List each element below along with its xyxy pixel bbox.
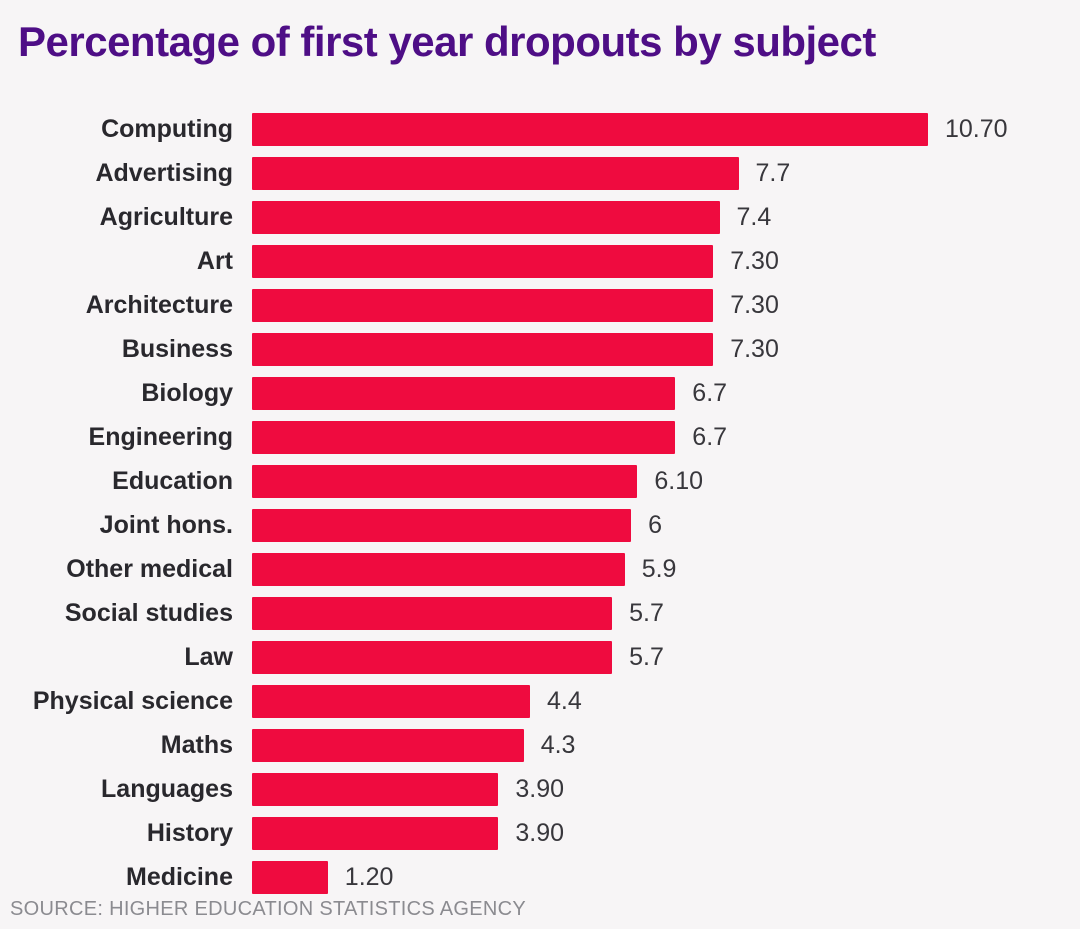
bar-row: History 3.90 — [0, 811, 1080, 855]
bar — [252, 244, 714, 278]
category-label: Business — [121, 334, 233, 363]
bar-row: Education 6.10 — [0, 459, 1080, 503]
bar-row: Law 5.7 — [0, 635, 1080, 679]
bar — [252, 112, 928, 146]
category-label: Languages — [101, 774, 233, 803]
category-label: Architecture — [85, 290, 233, 319]
bar — [252, 376, 676, 410]
category-label: Agriculture — [99, 202, 233, 231]
category-label: Advertising — [95, 158, 233, 187]
value-label: 3.90 — [515, 774, 565, 803]
category-label: Maths — [160, 730, 233, 759]
bar-row: Other medical 5.9 — [0, 547, 1080, 591]
category-label: Medicine — [126, 862, 233, 891]
value-label: 4.3 — [540, 730, 576, 759]
value-label: 6.7 — [692, 378, 728, 407]
bar — [252, 200, 720, 234]
bar-row: Maths 4.3 — [0, 723, 1080, 767]
bar — [252, 816, 499, 850]
value-label: 7.30 — [730, 334, 779, 363]
value-label: 7.30 — [730, 246, 779, 275]
bar — [252, 772, 499, 806]
bar — [252, 288, 714, 322]
category-label: Computing — [101, 114, 233, 143]
value-label: 6.7 — [692, 422, 728, 451]
value-label: 6 — [648, 510, 662, 539]
bar — [252, 508, 632, 542]
value-label: 1.20 — [344, 862, 394, 891]
value-label: 3.90 — [515, 818, 565, 847]
category-label: Biology — [141, 378, 233, 407]
bar — [252, 860, 328, 894]
bar-row: Architecture 7.30 — [0, 283, 1080, 327]
value-label: 5.9 — [641, 554, 677, 583]
category-label: Social studies — [64, 598, 233, 627]
category-label: Other medical — [66, 554, 233, 583]
value-label: 10.70 — [945, 114, 1008, 143]
value-label: 7.4 — [736, 202, 772, 231]
bar-row: Biology 6.7 — [0, 371, 1080, 415]
value-label: 5.7 — [629, 598, 664, 627]
bar — [252, 552, 625, 586]
category-label: History — [146, 818, 233, 847]
bar-row: Joint hons. 6 — [0, 503, 1080, 547]
source-note: SOURCE: HIGHER EDUCATION STATISTICS AGEN… — [10, 898, 526, 920]
category-label: Education — [112, 466, 233, 495]
bar-row: Medicine 1.20 — [0, 855, 1080, 899]
bar — [252, 684, 530, 718]
value-label: 5.7 — [629, 642, 664, 671]
bar-row: Business 7.30 — [0, 327, 1080, 371]
bar — [252, 728, 524, 762]
bar — [252, 420, 676, 454]
value-label: 7.30 — [730, 290, 779, 319]
category-label: Joint hons. — [99, 510, 233, 539]
bar-row: Art 7.30 — [0, 239, 1080, 283]
category-label: Law — [184, 642, 233, 671]
bar — [252, 464, 638, 498]
bar — [252, 596, 613, 630]
bar — [252, 640, 613, 674]
category-label: Physical science — [32, 686, 233, 715]
bar-row: Engineering 6.7 — [0, 415, 1080, 459]
bar — [252, 156, 739, 190]
category-label: Engineering — [88, 422, 233, 451]
value-label: 6.10 — [654, 466, 704, 495]
bar-row: Advertising 7.7 — [0, 151, 1080, 195]
bar — [252, 332, 714, 366]
bar-row: Social studies 5.7 — [0, 591, 1080, 635]
value-label: 4.4 — [547, 686, 582, 715]
category-label: Art — [196, 246, 233, 275]
value-label: 7.7 — [755, 158, 791, 187]
bar-row: Computing 10.70 — [0, 107, 1080, 151]
bar-rows: Computing 10.70 Advertising 7.7 Agriculture 7… — [0, 107, 1080, 899]
bar-row: Agriculture 7.4 — [0, 195, 1080, 239]
bar-row: Languages 3.90 — [0, 767, 1080, 811]
chart-title: Percentage of first year dropouts by sub… — [18, 18, 876, 65]
bar-row: Physical science 4.4 — [0, 679, 1080, 723]
